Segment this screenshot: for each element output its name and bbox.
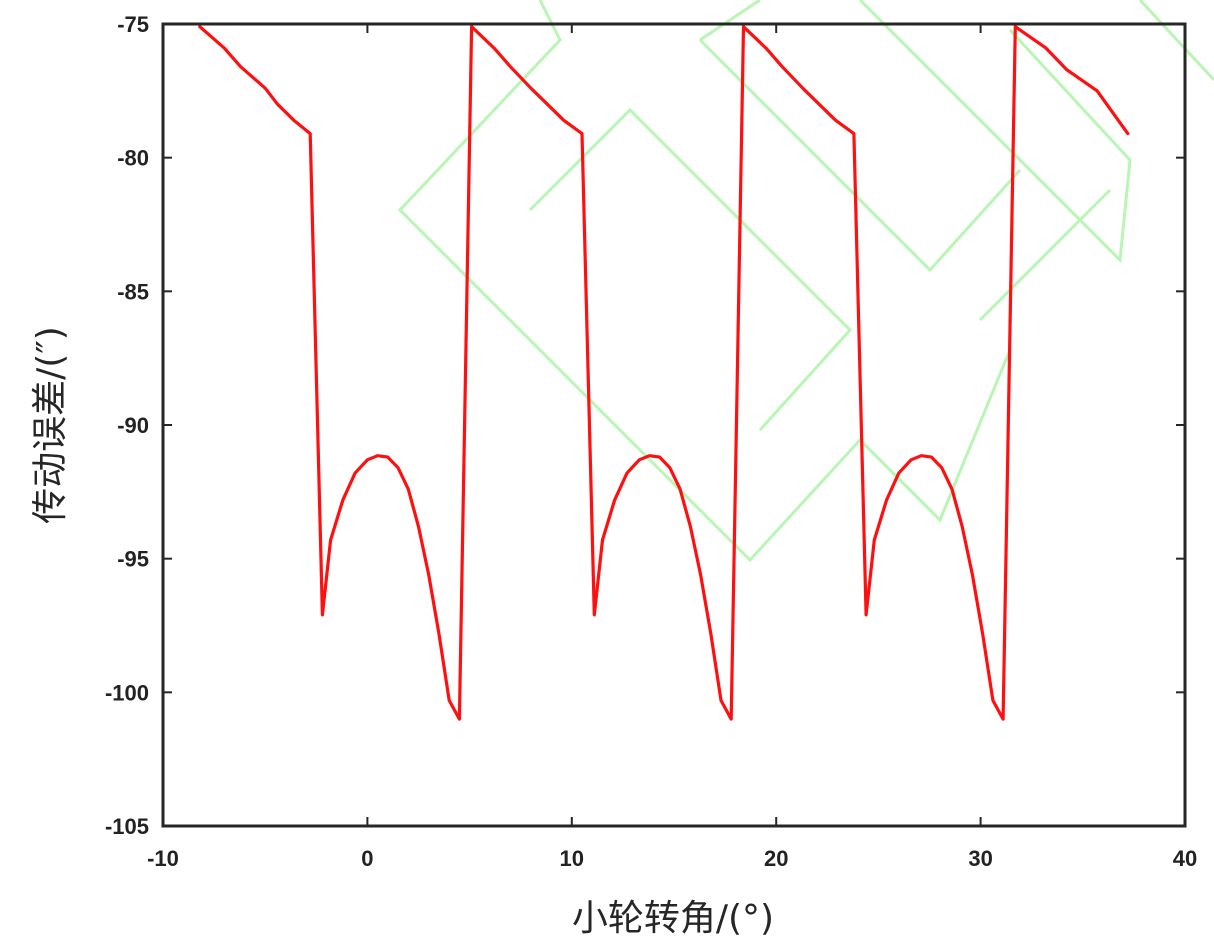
y-tick-label: -90	[117, 413, 149, 438]
plot-area: -10 0 10 20 30 40 -75-80-85-90-95-100-105	[105, 12, 1197, 871]
y-axis-title: 传动误差/(″)	[30, 326, 71, 524]
y-tick-label: -85	[117, 279, 149, 304]
x-tick-label: 10	[560, 846, 584, 871]
y-tick-label: -105	[105, 814, 149, 839]
y-tick-label: -100	[105, 680, 149, 705]
x-tick-label: 20	[764, 846, 788, 871]
series-line	[198, 25, 1130, 721]
x-tick-label: -10	[147, 846, 179, 871]
x-tick-label: 40	[1173, 846, 1197, 871]
series-layer	[198, 25, 1130, 721]
x-tick-label: 30	[968, 846, 992, 871]
y-tick-label: -75	[117, 12, 149, 37]
y-tick-label: -95	[117, 547, 149, 572]
watermark-logo	[397, 0, 1214, 563]
x-axis-title: 小轮转角/(°)	[572, 898, 774, 939]
y-axis-ticks: -75 -80 -85 -90 -95 -100 -105	[105, 12, 1185, 839]
x-tick-label: 0	[361, 846, 373, 871]
x-axis-ticks: -10 0 10 20 30 40	[147, 24, 1197, 871]
y-tick-label: -80	[117, 146, 149, 171]
